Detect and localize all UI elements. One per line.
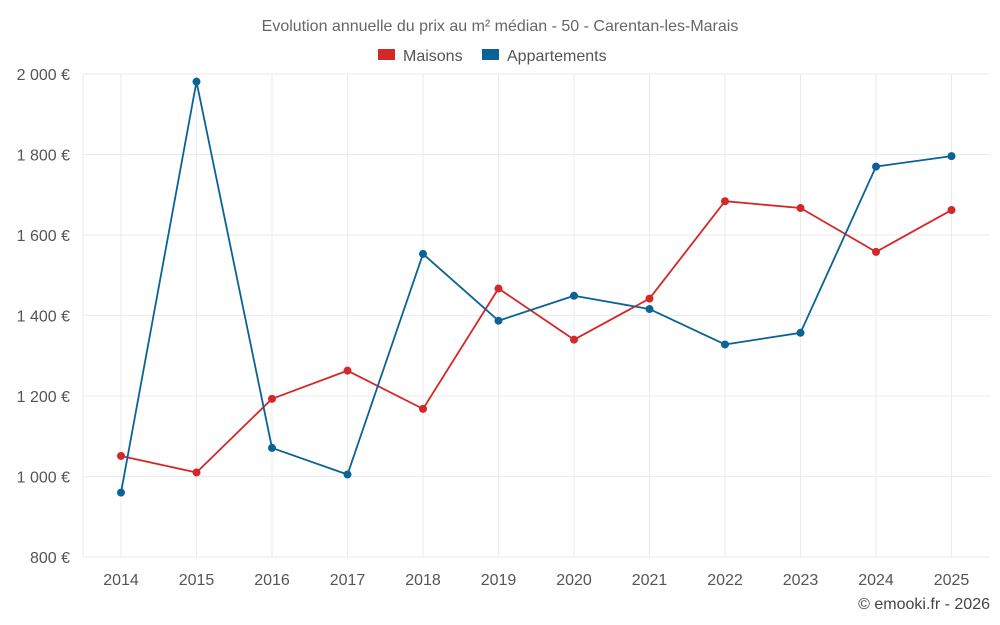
y-tick-label: 1 400 € — [17, 309, 70, 326]
point-maisons-2019[interactable] — [494, 284, 503, 293]
x-tick-label: 2015 — [179, 572, 215, 589]
legend-label-appartements: Appartements — [507, 48, 607, 65]
x-tick-label: 2016 — [254, 572, 290, 589]
x-tick-label: 2020 — [556, 572, 592, 589]
y-axis: 800 € 1 000 € 1 200 € 1 400 € 1 600 € 1 800 €… — [17, 67, 70, 567]
point-appartements-2025[interactable] — [947, 152, 956, 161]
point-appartements-2020[interactable] — [570, 291, 578, 300]
legend-swatch-maisons — [378, 49, 395, 60]
y-tick-label: 1 600 € — [17, 228, 70, 245]
point-appartements-2014[interactable] — [117, 488, 125, 497]
point-appartements-2023[interactable] — [796, 328, 805, 337]
y-tick-label: 1 200 € — [17, 389, 70, 406]
y-tick-label: 800 € — [30, 550, 70, 567]
point-maisons-2024[interactable] — [872, 247, 880, 256]
point-maisons-2022[interactable] — [721, 197, 729, 206]
x-tick-label: 2014 — [103, 572, 139, 589]
series-layer — [117, 77, 956, 497]
point-appartements-2024[interactable] — [872, 162, 880, 171]
x-tick-label: 2025 — [934, 572, 970, 589]
x-tick-label: 2024 — [858, 572, 894, 589]
series-line-maisons — [120, 200, 952, 474]
y-tick-label: 1 800 € — [17, 148, 70, 165]
y-tick-label: 2 000 € — [17, 67, 70, 84]
point-maisons-2016[interactable] — [268, 394, 276, 403]
point-appartements-2021[interactable] — [645, 305, 654, 314]
point-maisons-2015[interactable] — [192, 468, 201, 477]
point-maisons-2014[interactable] — [117, 451, 125, 460]
grid — [82, 73, 990, 558]
legend-swatch-appartements — [482, 49, 499, 60]
point-appartements-2022[interactable] — [721, 340, 729, 349]
point-maisons-2023[interactable] — [796, 204, 805, 213]
point-maisons-2025[interactable] — [947, 206, 956, 215]
x-tick-label: 2019 — [481, 572, 517, 589]
legend-item-maisons[interactable]: Maisons — [378, 48, 463, 65]
x-tick-label: 2018 — [405, 572, 441, 589]
credit: © emooki.fr - 2026 — [858, 596, 990, 613]
point-maisons-2021[interactable] — [645, 294, 654, 303]
x-tick-label: 2023 — [783, 572, 819, 589]
x-axis: 2014 2015 2016 2017 2018 2019 2020 2021 2022 2023… — [103, 572, 969, 589]
point-appartements-2018[interactable] — [419, 249, 427, 258]
x-tick-label: 2022 — [707, 572, 743, 589]
point-maisons-2020[interactable] — [570, 335, 578, 344]
x-tick-label: 2021 — [632, 572, 668, 589]
legend: Maisons Appartements — [378, 48, 607, 65]
point-appartements-2015[interactable] — [192, 77, 201, 86]
point-maisons-2017[interactable] — [343, 366, 352, 375]
legend-item-appartements[interactable]: Appartements — [482, 48, 607, 65]
y-tick-label: 1 000 € — [17, 470, 70, 487]
chart-title: Evolution annuelle du prix au m² médian … — [262, 18, 739, 35]
legend-label-maisons: Maisons — [403, 48, 463, 65]
point-maisons-2018[interactable] — [419, 404, 427, 413]
point-appartements-2017[interactable] — [343, 470, 352, 479]
series-line-appartements — [120, 80, 952, 493]
point-appartements-2019[interactable] — [494, 316, 503, 325]
x-tick-label: 2017 — [330, 572, 366, 589]
point-appartements-2016[interactable] — [268, 443, 276, 452]
